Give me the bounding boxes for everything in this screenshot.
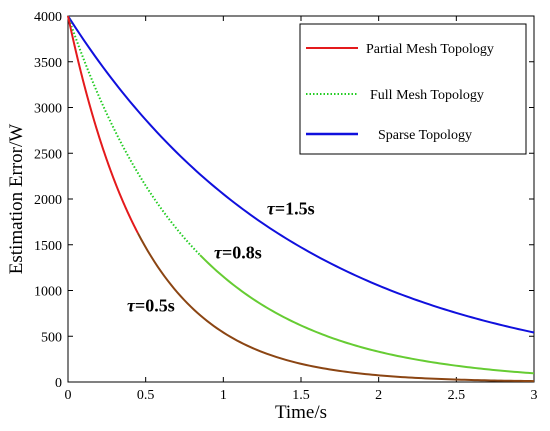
tau-annotation: τ=1.5s xyxy=(267,199,315,219)
legend: Partial Mesh Topology Full Mesh Topology… xyxy=(299,23,527,155)
y-tick-label: 2000 xyxy=(34,193,62,208)
tau-annotation: τ=0.5s xyxy=(127,296,175,316)
y-tick-label: 3500 xyxy=(34,56,62,71)
y-tick-label: 1500 xyxy=(34,239,62,254)
x-tick-label: 1 xyxy=(220,388,227,403)
tau-annotation: τ=0.8s xyxy=(214,242,262,262)
legend-label-sparse: Sparse Topology xyxy=(378,128,472,143)
series-line-full-mesh-topology-tail xyxy=(199,254,535,375)
y-tick-label: 2500 xyxy=(34,147,62,162)
legend-box xyxy=(299,23,527,155)
x-tick-label: 1.5 xyxy=(292,388,310,403)
x-tick-label: 0.5 xyxy=(137,388,155,403)
y-tick-label: 1000 xyxy=(34,285,62,300)
annotations: τ=1.5s τ=0.8s τ=0.5s xyxy=(127,199,315,316)
x-tick-label: 2 xyxy=(375,388,382,403)
series-line-sparse-topology xyxy=(67,15,535,334)
y-axis-title: Estimation Error/W xyxy=(6,124,27,274)
legend-label-full-mesh: Full Mesh Topology xyxy=(370,88,484,103)
y-tick-label: 500 xyxy=(41,330,62,345)
series-line-partial-mesh-topology-tail xyxy=(137,232,535,383)
ticks: 0 0.5 1 1.5 2 2.5 3 0 500 1000 1500 2000 2500 3000 350… xyxy=(34,10,538,403)
y-tick-label: 4000 xyxy=(34,10,62,25)
x-tick-label: 3 xyxy=(531,388,538,403)
x-tick-label: 2.5 xyxy=(448,388,466,403)
x-axis-title: Time/s xyxy=(275,402,327,423)
y-tick-label: 3000 xyxy=(34,102,62,117)
series-line-partial-mesh-topology xyxy=(67,15,139,234)
legend-label-partial-mesh: Partial Mesh Topology xyxy=(366,42,494,57)
series-line-full-mesh-topology xyxy=(67,15,201,256)
series-layer xyxy=(67,15,535,383)
y-tick-label: 0 xyxy=(55,376,62,391)
x-tick-label: 0 xyxy=(65,388,72,403)
